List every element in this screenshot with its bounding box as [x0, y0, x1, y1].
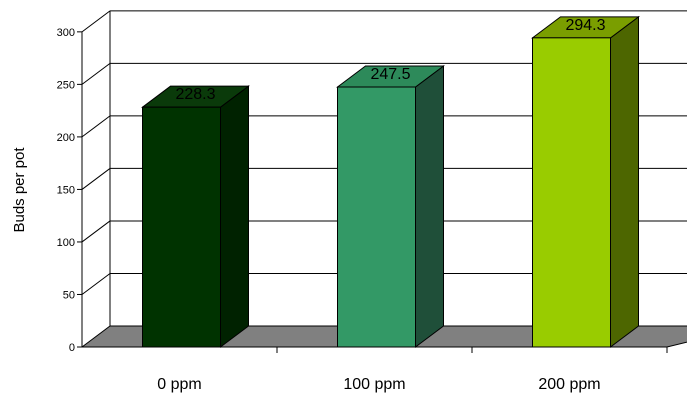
y-tick-label: 300 [57, 27, 75, 39]
gridline-side [81, 220, 111, 243]
bar-side-face [610, 15, 639, 348]
bar-front-face [142, 106, 221, 348]
bar-side-face [220, 85, 249, 348]
bars-layer [141, 15, 641, 348]
gridline-side [81, 168, 111, 190]
y-tick-label: 250 [57, 79, 75, 91]
y-tick-label: 100 [57, 237, 75, 249]
bar-side-face [415, 65, 444, 348]
x-category-label: 0 ppm [157, 376, 201, 393]
gridline-side [81, 62, 111, 85]
bar-front-face [532, 37, 611, 348]
gridline-side [81, 115, 111, 138]
bar-2 [530, 15, 641, 348]
bar-1 [336, 65, 445, 348]
gridline-side [81, 273, 111, 295]
bar-front-face [337, 86, 416, 348]
y-tick-label: 50 [63, 289, 75, 301]
y-tick-label: 150 [57, 184, 75, 196]
data-label: 294.3 [565, 17, 605, 34]
gridline-side [81, 10, 111, 33]
labels-layer: 0 50 100 150 200 250 300 228.3 0 ppm 247.5 100 ppm… [57, 17, 606, 393]
x-category-label: 200 ppm [538, 376, 600, 393]
x-category-label: 100 ppm [343, 376, 405, 393]
bar-0 [141, 85, 250, 348]
y-tick-label: 0 [69, 342, 75, 354]
y-tick-label: 200 [57, 132, 75, 144]
y-axis-title: Buds per pot [11, 147, 28, 233]
data-label: 228.3 [175, 86, 215, 103]
data-label: 247.5 [370, 66, 410, 83]
